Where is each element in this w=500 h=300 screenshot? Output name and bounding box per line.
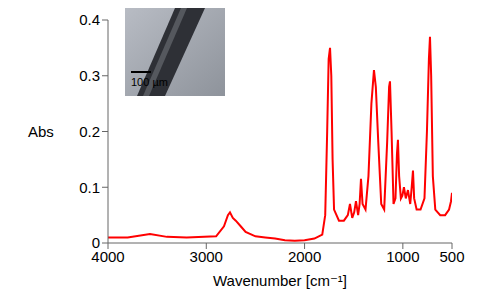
svg-text:4000: 4000 xyxy=(91,247,125,265)
svg-text:0.4: 0.4 xyxy=(79,11,100,28)
svg-text:1000: 1000 xyxy=(386,248,419,265)
svg-text:3000: 3000 xyxy=(190,248,223,265)
svg-text:Abs: Abs xyxy=(28,123,54,140)
svg-text:0: 0 xyxy=(92,234,100,251)
svg-text:2000: 2000 xyxy=(288,248,321,265)
svg-text:0.3: 0.3 xyxy=(79,67,100,84)
svg-text:0.2: 0.2 xyxy=(79,123,100,140)
svg-text:500: 500 xyxy=(439,248,464,265)
svg-text:100 µm: 100 µm xyxy=(131,76,168,88)
svg-text:Wavenumber [cm⁻¹]: Wavenumber [cm⁻¹] xyxy=(213,272,347,289)
svg-text:0.1: 0.1 xyxy=(79,179,100,196)
